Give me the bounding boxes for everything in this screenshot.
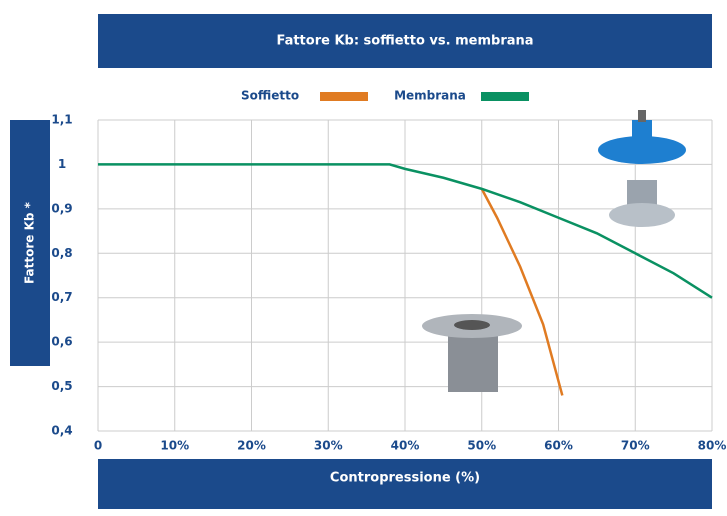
- chart-title: Fattore Kb: soffietto vs. membrana: [276, 34, 533, 49]
- legend-swatch: [320, 92, 368, 101]
- x-tick-label: 20%: [237, 439, 266, 453]
- legend: Soffietto Membrana: [241, 89, 529, 103]
- chart: Fattore Kb: soffietto vs. membrana Contr…: [0, 0, 727, 512]
- legend-label: Membrana: [394, 89, 466, 103]
- y-tick-label: 1: [58, 157, 66, 171]
- page: {"chart_data": {"type": "line", "title":…: [0, 0, 727, 512]
- y-tick-label: 1,1: [51, 113, 72, 127]
- x-axis-label: Contropressione (%): [330, 471, 480, 486]
- x-tick-label: 40%: [391, 439, 420, 453]
- legend-swatch: [481, 92, 529, 101]
- valve-illustration: [598, 110, 686, 227]
- x-tick-label: 30%: [314, 439, 343, 453]
- x-tick-label: 0: [94, 439, 102, 453]
- x-tick-label: 80%: [698, 439, 727, 453]
- x-tick-label: 50%: [467, 439, 496, 453]
- x-tick-label: 60%: [544, 439, 573, 453]
- y-tick-label: 0,9: [51, 201, 72, 215]
- grid: [98, 120, 712, 431]
- y-tick-label: 0,7: [51, 290, 72, 304]
- legend-label: Soffietto: [241, 89, 299, 103]
- y-axis-label: Fattore Kb *: [23, 201, 37, 284]
- y-tick-label: 0,6: [51, 335, 72, 349]
- y-tick-label: 0,5: [51, 379, 72, 393]
- x-tick-label: 10%: [160, 439, 189, 453]
- x-tick-label: 70%: [621, 439, 650, 453]
- y-tick-label: 0,8: [51, 246, 72, 260]
- bellows-illustration: [422, 314, 522, 392]
- y-tick-label: 0,4: [51, 424, 72, 438]
